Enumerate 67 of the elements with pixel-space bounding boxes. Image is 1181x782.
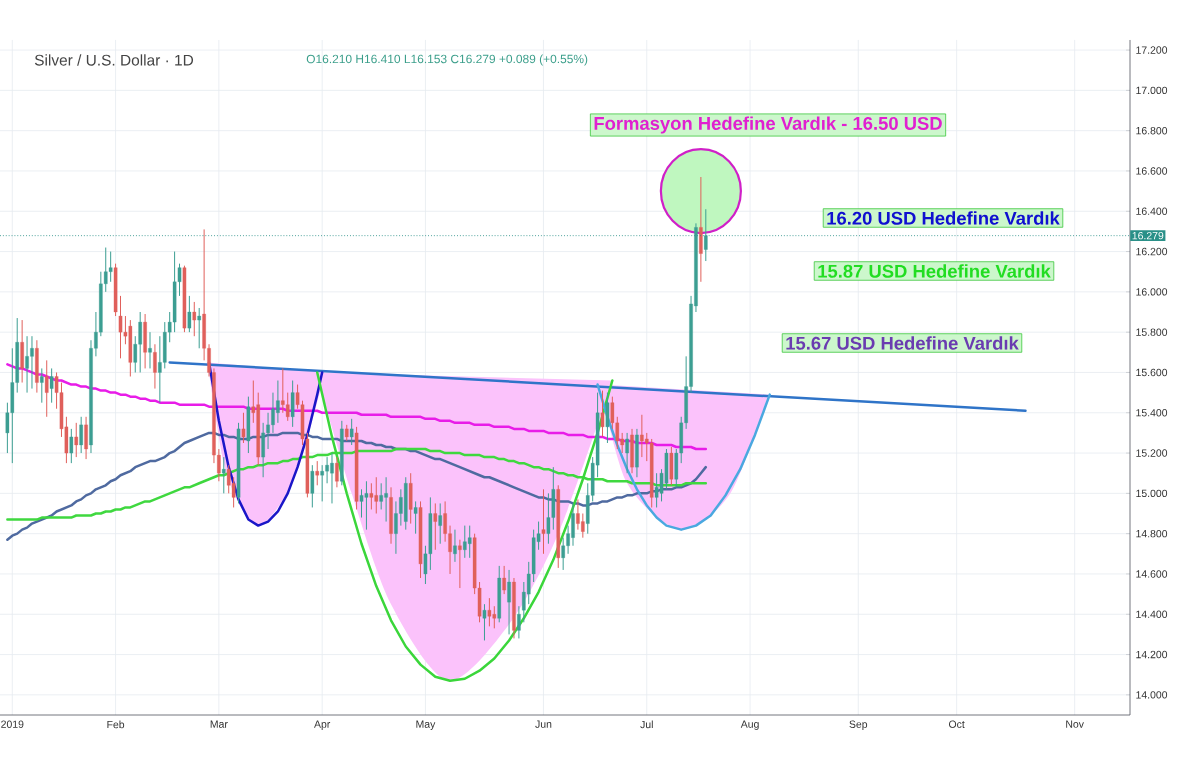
- candlestick: [433, 502, 438, 551]
- candlestick: [44, 359, 49, 418]
- candlestick: [49, 367, 54, 404]
- y-tick-label: 17.200: [1136, 46, 1168, 54]
- candlestick: [517, 605, 521, 639]
- candlestick: [600, 390, 605, 438]
- candlestick: [153, 343, 157, 390]
- candlestick: [148, 331, 152, 369]
- candlestick: [192, 301, 197, 337]
- y-tick-label: 16.400: [1136, 207, 1168, 215]
- x-tick-label: Oct: [949, 720, 965, 728]
- candlestick: [285, 392, 290, 422]
- candlestick: [222, 456, 226, 494]
- x-tick-label: 2019: [1, 720, 24, 728]
- y-tick-label: 14.600: [1136, 570, 1168, 578]
- x-tick-label: Aug: [740, 720, 759, 730]
- y-tick-label: 15.600: [1136, 368, 1168, 377]
- ref-line-label: 16.279: [1132, 231, 1164, 240]
- x-tick-label: Nov: [1066, 720, 1084, 728]
- y-tick-label: 16.600: [1136, 167, 1168, 175]
- x-tick-label: Jun: [535, 720, 552, 728]
- candlestick: [541, 488, 546, 555]
- y-tick-label: 16.800: [1136, 126, 1168, 135]
- candlestick: [453, 529, 457, 563]
- annotation: 15.87 USD Hedefine Vardık: [818, 264, 1051, 278]
- candlestick: [438, 502, 442, 545]
- candlestick: [315, 460, 320, 486]
- y-tick-label: 17.000: [1136, 86, 1168, 95]
- x-tick-label: Feb: [107, 720, 125, 729]
- candlestick: [74, 422, 79, 458]
- candlestick: [467, 525, 472, 559]
- annotation: 15.67 USD Hedefine Vardık: [786, 336, 1019, 350]
- candlestick: [507, 569, 511, 635]
- text: O16.210 H16.410 L16.153 C16.279 +0.089 (+0.55%): [306, 54, 588, 66]
- x-tick-label: Mar: [210, 720, 228, 728]
- candlestick: [349, 418, 354, 446]
- candlestick: [241, 412, 246, 444]
- text: Silver / U.S. Dollar · 1D: [34, 54, 194, 66]
- x-tick-label: Apr: [314, 720, 331, 730]
- candlestick: [625, 432, 629, 474]
- y-tick-label: 14.200: [1136, 650, 1168, 659]
- y-tick-label: 16.200: [1136, 247, 1168, 256]
- candlestick: [69, 428, 74, 464]
- candlestick: [482, 603, 487, 641]
- candlestick: [187, 295, 192, 333]
- y-tick-label: 14.800: [1136, 529, 1168, 538]
- y-tick-label: 15.400: [1136, 409, 1168, 417]
- x-tick-label: Sep: [849, 720, 868, 730]
- candlestick: [310, 464, 315, 508]
- x-tick-label: May: [416, 720, 436, 730]
- candlestick: [704, 208, 708, 262]
- y-tick-label: 15.800: [1136, 328, 1168, 336]
- y-tick-label: 14.400: [1136, 610, 1168, 618]
- candlestick: [197, 307, 201, 349]
- candlestick: [413, 500, 418, 535]
- annotation: 16.20 USD Hedefine Vardık: [827, 211, 1060, 225]
- candlestick: [79, 416, 83, 454]
- y-tick-label: 15.000: [1136, 489, 1168, 498]
- candlestick: [502, 565, 506, 595]
- annotation: Formasyon Hedefine Vardık - 16.50 USD: [594, 116, 942, 134]
- candlestick: [458, 539, 462, 589]
- y-tick-label: 16.000: [1136, 288, 1168, 296]
- candlestick: [40, 367, 44, 404]
- x-tick-label: Jul: [640, 720, 653, 729]
- candlestick: [335, 456, 339, 488]
- y-tick-label: 14.000: [1136, 691, 1168, 699]
- y-tick-label: 15.200: [1136, 449, 1168, 457]
